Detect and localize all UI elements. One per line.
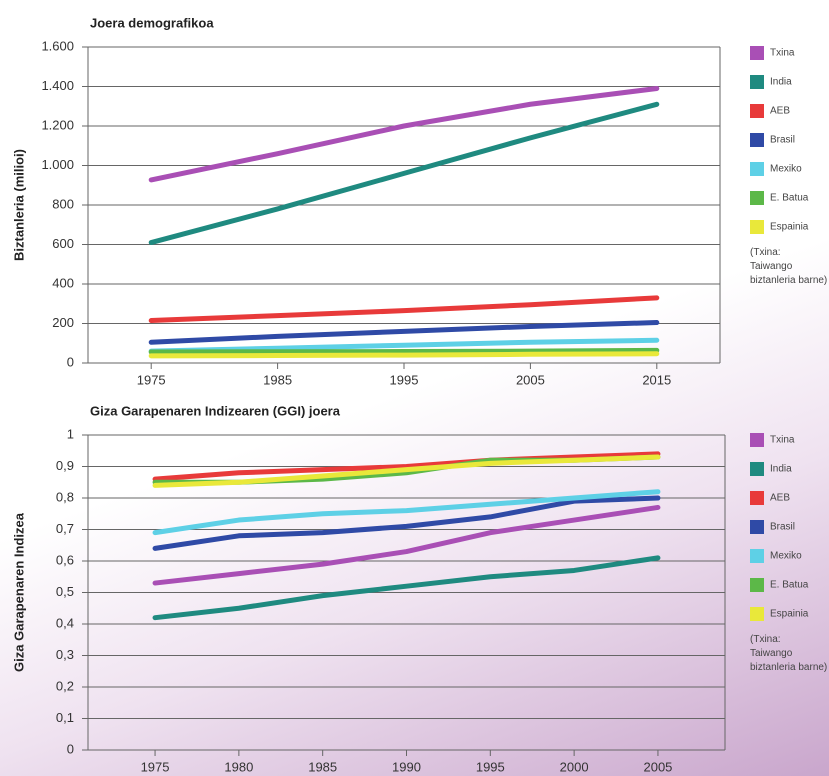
y-axis-label: Biztanleria (milioi) xyxy=(11,149,26,261)
series-line xyxy=(152,495,661,551)
series-line xyxy=(152,489,661,536)
chart-title: Joera demografikoa xyxy=(90,15,214,30)
y-tick-label: 0 xyxy=(67,741,74,756)
x-tick-label: 2015 xyxy=(642,372,671,387)
legend-label: Txina xyxy=(770,435,795,446)
x-tick-label: 1995 xyxy=(476,759,505,774)
y-tick-label: 1.200 xyxy=(41,117,74,132)
y-tick-label: 1.600 xyxy=(41,38,74,53)
y-tick-label: 0,5 xyxy=(56,584,74,599)
legend-swatch xyxy=(750,133,764,147)
legend-swatch xyxy=(750,578,764,592)
x-tick-label: 1980 xyxy=(224,759,253,774)
legend-swatch xyxy=(750,191,764,205)
y-tick-label: 0,8 xyxy=(56,489,74,504)
y-tick-label: 1.000 xyxy=(41,157,74,172)
legend-swatch xyxy=(750,75,764,89)
y-tick-label: 0 xyxy=(67,354,74,369)
y-tick-label: 1.400 xyxy=(41,78,74,93)
series-line xyxy=(148,351,660,359)
legend-swatch xyxy=(750,549,764,563)
series-line xyxy=(152,451,661,482)
x-tick-label: 1975 xyxy=(141,759,170,774)
y-tick-label: 0,3 xyxy=(56,647,74,662)
series-line xyxy=(152,454,661,488)
legend-swatch xyxy=(750,462,764,476)
y-tick-label: 0,7 xyxy=(56,521,74,536)
legend-swatch xyxy=(750,46,764,60)
y-tick-label: 0,4 xyxy=(56,615,74,630)
legend-label: Espainia xyxy=(770,222,809,233)
series-line xyxy=(152,504,661,586)
x-tick-label: 1990 xyxy=(392,759,421,774)
legend-swatch xyxy=(750,491,764,505)
y-tick-label: 0,2 xyxy=(56,678,74,693)
legend-label: Mexiko xyxy=(770,164,802,175)
legend-label: Mexiko xyxy=(770,551,802,562)
legend-swatch xyxy=(750,162,764,176)
legend-swatch xyxy=(750,520,764,534)
legend-swatch xyxy=(750,433,764,447)
y-tick-label: 600 xyxy=(52,236,74,251)
series-line xyxy=(152,555,661,621)
legend-label: AEB xyxy=(770,106,790,117)
legend-label: India xyxy=(770,464,792,475)
legend-label: Txina xyxy=(770,48,795,59)
legend-label: Brasil xyxy=(770,522,795,533)
y-tick-label: 0,6 xyxy=(56,552,74,567)
series-line xyxy=(148,337,660,354)
y-tick-label: 0,9 xyxy=(56,458,74,473)
legend-swatch xyxy=(750,104,764,118)
y-axis-label: Giza Garapenaren Indizea xyxy=(11,512,26,672)
y-tick-label: 200 xyxy=(52,315,74,330)
legend-note: (Txina: Taiwango biztanleria barne) xyxy=(750,634,827,673)
legend-label: India xyxy=(770,77,792,88)
legend-swatch xyxy=(750,220,764,234)
y-tick-label: 0,1 xyxy=(56,710,74,725)
x-tick-label: 2005 xyxy=(516,372,545,387)
y-tick-label: 1 xyxy=(67,426,74,441)
legend-note: (Txina: Taiwango biztanleria barne) xyxy=(750,247,827,286)
legend-label: Brasil xyxy=(770,135,795,146)
legend-label: E. Batua xyxy=(770,193,809,204)
legend-label: E. Batua xyxy=(770,580,809,591)
x-tick-label: 1985 xyxy=(263,372,292,387)
chart-title: Giza Garapenaren Indizearen (GGI) joera xyxy=(90,403,341,418)
series-line xyxy=(148,101,660,246)
y-tick-label: 800 xyxy=(52,196,74,211)
x-tick-label: 1975 xyxy=(137,372,166,387)
y-tick-label: 400 xyxy=(52,275,74,290)
series-line xyxy=(148,295,660,324)
legend-label: Espainia xyxy=(770,609,809,620)
series-line xyxy=(148,320,660,345)
x-tick-label: 2000 xyxy=(560,759,589,774)
x-tick-label: 1995 xyxy=(390,372,419,387)
series-line xyxy=(148,85,660,183)
x-tick-label: 1985 xyxy=(308,759,337,774)
series-line xyxy=(148,347,660,355)
x-tick-label: 2005 xyxy=(643,759,672,774)
legend-label: AEB xyxy=(770,493,790,504)
legend-swatch xyxy=(750,607,764,621)
